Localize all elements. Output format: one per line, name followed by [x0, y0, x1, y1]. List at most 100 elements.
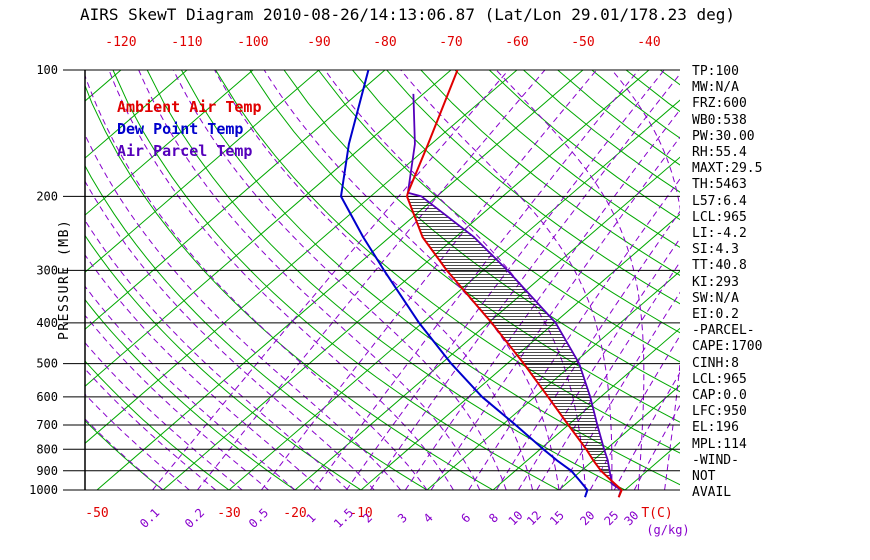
stats-line: TT:40.8 — [692, 258, 747, 274]
mixing-ratio-unit-label: (g/kg) — [646, 523, 689, 537]
pressure-tick-label: 100 — [36, 63, 58, 77]
dry-adiabat-line — [112, 70, 560, 490]
stats-line: CINH:8 — [692, 355, 739, 371]
temp-unit-label: T(C) — [641, 506, 672, 521]
top-temp-label: -120 — [105, 35, 136, 50]
pressure-tick-label: 800 — [36, 442, 58, 456]
top-temp-label: -40 — [637, 35, 660, 50]
mixing-ratio-line — [633, 404, 680, 490]
pressure-tick-label: 500 — [36, 357, 58, 371]
bottom-temp-label: -50 — [85, 506, 108, 521]
moist-adiabat-line — [85, 368, 217, 490]
moist-adiabat-line — [400, 70, 613, 490]
isotherm-line — [294, 156, 680, 490]
mixing-ratio-label: 12 — [524, 508, 544, 528]
stats-line: NOT — [692, 469, 716, 485]
bottom-temp-label: -10 — [349, 506, 372, 521]
moist-adiabat-line — [138, 70, 481, 490]
moist-adiabat-line — [263, 70, 560, 490]
moist-adiabat-line — [85, 285, 296, 490]
stats-line: EL:196 — [692, 420, 739, 436]
stats-line: TH:5463 — [692, 177, 747, 193]
moist-adiabat-line — [85, 74, 428, 490]
stats-line: -WIND- — [692, 452, 739, 468]
pressure-tick-label: 600 — [36, 390, 58, 404]
mixing-ratio-line — [517, 237, 680, 490]
stats-line: LCL:965 — [692, 209, 747, 225]
stats-line: WB0:538 — [692, 112, 747, 128]
moist-adiabat-line — [85, 219, 349, 490]
isotherm-line — [85, 70, 188, 159]
legend-dew-point-temp: Dew Point Temp — [117, 120, 244, 138]
bottom-temp-label: -30 — [217, 506, 240, 521]
dry-adiabat-lines — [85, 70, 680, 490]
isotherm-line — [85, 70, 518, 444]
legend-ambient-air-temp: Ambient Air Temp — [117, 98, 262, 116]
dry-adiabat-line — [317, 70, 680, 363]
mixing-ratio-line — [613, 371, 680, 490]
moist-adiabat-line — [214, 70, 534, 490]
mixing-ratio-line — [495, 210, 680, 490]
stats-line: -PARCEL- — [692, 323, 755, 339]
mixing-ratio-label: 1 — [304, 511, 319, 526]
mixing-ratio-label: 0.1 — [137, 506, 162, 531]
mixing-ratio-label: 20 — [577, 508, 597, 528]
stats-line: MW:N/A — [692, 80, 739, 96]
moist-adiabat-line — [85, 314, 269, 490]
stats-line: CAPE:1700 — [692, 339, 763, 355]
isotherm-line — [96, 70, 584, 490]
dry-adiabat-line — [249, 70, 680, 423]
isotherm-line — [492, 327, 680, 490]
mixing-ratio-line — [559, 291, 680, 490]
moist-adiabat-line — [495, 70, 645, 490]
dew-point-curve — [340, 70, 589, 498]
pressure-tick-label: 200 — [36, 189, 58, 203]
dry-adiabat-line — [386, 70, 680, 305]
mixing-ratio-line — [404, 109, 680, 490]
stats-line: AVAIL — [692, 485, 732, 501]
mixing-ratio-line — [468, 178, 680, 490]
mixing-ratio-label: 0.5 — [246, 506, 271, 531]
legend-air-parcel-temp: Air Parcel Temp — [117, 142, 253, 160]
stats-line: L57:6.4 — [692, 193, 747, 209]
stats-line: SW:N/A — [692, 290, 739, 306]
stats-line: PW:30.00 — [692, 128, 755, 144]
mixing-ratio-line — [152, 70, 509, 490]
stats-line: CAP:0.0 — [692, 388, 747, 404]
pressure-tick-label: 900 — [36, 464, 58, 478]
mixing-ratio-line — [313, 70, 639, 490]
isotherm-line — [85, 70, 254, 216]
top-temp-label: -60 — [505, 35, 528, 50]
dry-adiabat-line — [454, 70, 680, 248]
isotherm-line — [360, 213, 680, 490]
mixing-ratio-label: 0.2 — [182, 506, 207, 531]
stats-line: KI:293 — [692, 274, 739, 290]
moist-adiabat-line — [108, 70, 454, 490]
stats-line: RH:55.4 — [692, 145, 747, 161]
dry-adiabat-line — [146, 70, 626, 490]
cape-hatch-area — [407, 192, 612, 481]
isotherm-line — [558, 384, 680, 490]
isotherm-line — [85, 70, 320, 273]
pressure-gridlines — [63, 69, 680, 491]
mixing-ratio-lines — [152, 70, 680, 490]
top-temp-label: -80 — [373, 35, 396, 50]
dry-adiabat-line — [85, 298, 296, 490]
mixing-ratio-label: 3 — [395, 511, 410, 526]
sounding-curves — [340, 70, 623, 498]
ambient-temp-curve — [406, 70, 623, 498]
mixing-ratio-label: 25 — [601, 508, 621, 528]
isotherm-line — [85, 70, 386, 330]
mixing-ratio-label: 4 — [421, 511, 436, 526]
moist-adiabat-line — [85, 393, 190, 490]
pressure-tick-label: 400 — [36, 316, 58, 330]
mixing-ratio-label: 8 — [486, 511, 501, 526]
dry-adiabat-line — [85, 164, 428, 490]
pressure-tick-label: 700 — [36, 418, 58, 432]
cape-hatch-polygon — [407, 192, 612, 481]
isotherm-line — [85, 70, 452, 387]
dry-adiabat-line — [180, 70, 680, 486]
pressure-tick-label: 300 — [36, 263, 58, 277]
mixing-ratio-line — [345, 70, 665, 490]
stats-panel: TP:100 MW:N/A FRZ:600 WB0:538 PW:30.00 RH:55.… — [692, 64, 762, 501]
